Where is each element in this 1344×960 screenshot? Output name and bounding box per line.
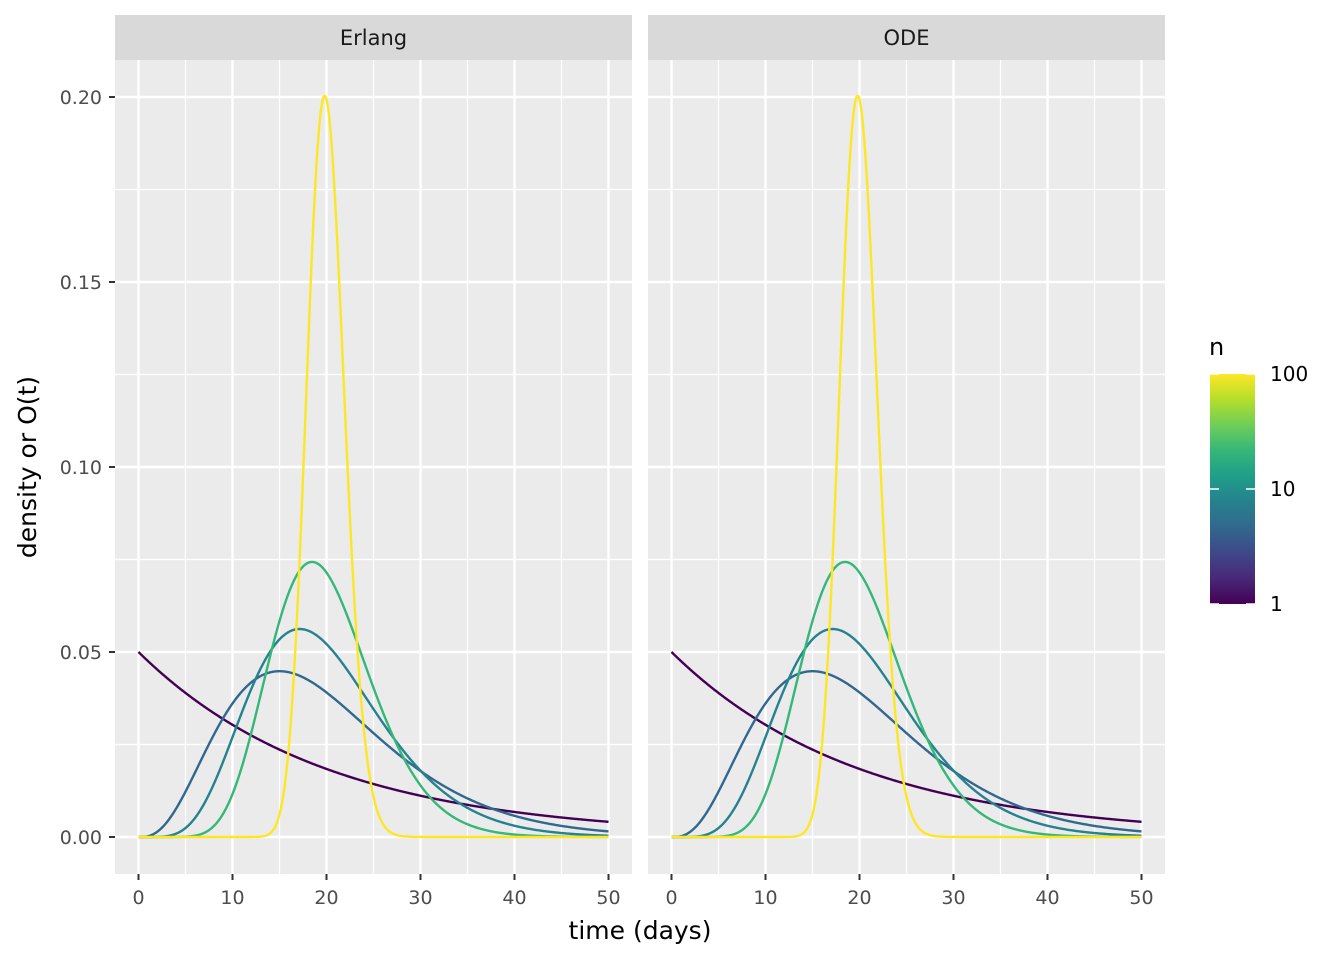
series-lines-erlang (137, 94, 609, 839)
strip-ode (648, 15, 1165, 60)
x-tick-label-3: 30 (941, 887, 965, 909)
x-axis-erlang: 0 10 20 30 40 50 (132, 874, 621, 909)
x-tick-label-0: 0 (132, 887, 144, 909)
x-tick-label-2: 20 (847, 887, 871, 909)
series-line-n7-ode (671, 627, 1142, 839)
legend-label-0: 1 (1270, 592, 1283, 616)
x-axis-title: time (days) (569, 916, 712, 945)
x-tick-label-4: 40 (1035, 887, 1059, 909)
y-axis-title: density or O(t) (13, 376, 42, 558)
legend: n 1 10 100 (1209, 333, 1308, 616)
series-line-n1-erlang (137, 651, 609, 824)
x-tick-label-2: 20 (314, 887, 338, 909)
series-line-n1-ode (670, 651, 1142, 824)
x-tick-label-1: 10 (753, 887, 777, 909)
y-tick-label-3: 0.15 (60, 272, 102, 294)
series-line-n13-erlang (138, 560, 609, 839)
x-tick-label-3: 30 (408, 887, 432, 909)
x-tick-label-5: 50 (1129, 887, 1153, 909)
series-lines-ode (670, 94, 1142, 839)
x-axis-ode: 0 10 20 30 40 50 (665, 874, 1154, 909)
facet-erlang: Erlang (115, 15, 632, 874)
strip-label-erlang: Erlang (340, 26, 407, 50)
series-line-n100-erlang (138, 94, 609, 839)
legend-title: n (1209, 333, 1224, 361)
series-line-n13-ode (671, 560, 1142, 839)
y-tick-label-1: 0.05 (60, 642, 102, 664)
legend-label-2: 100 (1270, 362, 1308, 386)
y-tick-label-2: 0.10 (60, 457, 102, 479)
series-line-n4-ode (671, 670, 1142, 839)
legend-label-1: 10 (1270, 477, 1295, 501)
strip-erlang (115, 15, 632, 60)
y-tick-label-0: 0.00 (60, 827, 102, 849)
x-tick-label-0: 0 (665, 887, 677, 909)
strip-label-ode: ODE (884, 26, 930, 50)
x-tick-label-1: 10 (220, 887, 244, 909)
series-line-n4-erlang (138, 670, 609, 839)
y-tick-label-4: 0.20 (60, 87, 102, 109)
series-line-n100-ode (671, 94, 1142, 839)
x-tick-label-4: 40 (502, 887, 526, 909)
legend-ticks: 1 10 100 (1210, 362, 1308, 616)
facet-ode: ODE (648, 15, 1165, 874)
x-tick-label-5: 50 (596, 887, 620, 909)
y-axis: 0.00 0.05 0.10 0.15 0.20 (60, 87, 115, 849)
series-line-n7-erlang (138, 627, 609, 839)
